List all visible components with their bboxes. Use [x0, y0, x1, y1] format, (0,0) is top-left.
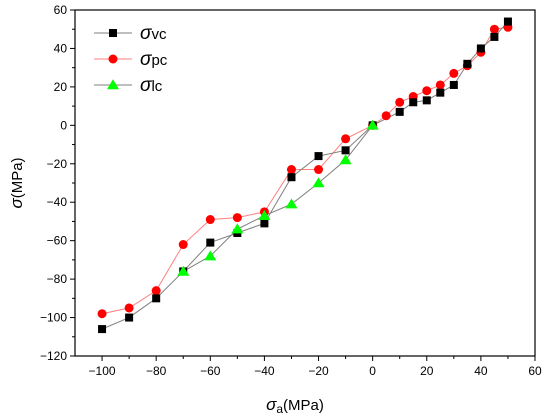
legend-marker-vc: [109, 29, 117, 37]
legend: σvc σpc σlc: [94, 23, 168, 96]
data-point-vc: [206, 238, 215, 247]
data-point-lc: [339, 154, 352, 165]
data-point-vc: [314, 152, 323, 161]
data-point-pc: [435, 80, 445, 90]
data-point-pc: [489, 24, 499, 34]
data-point-vc: [422, 96, 431, 105]
data-point-lc: [204, 250, 217, 261]
data-point-vc: [436, 88, 445, 97]
data-point-vc: [490, 32, 499, 41]
x-axis-title: σa(MPa): [266, 395, 324, 416]
data-point-pc: [286, 165, 296, 175]
y-tick-label: 0: [60, 118, 67, 132]
y-tick-label: 60: [54, 3, 68, 17]
data-point-pc: [178, 240, 188, 250]
data-point-vc: [125, 313, 134, 322]
data-point-pc: [124, 303, 134, 313]
data-point-pc: [97, 309, 107, 319]
data-point-vc: [395, 107, 404, 116]
y-tick-label: −20: [47, 157, 68, 171]
data-point-vc: [341, 146, 350, 155]
data-point-pc: [395, 97, 405, 107]
data-point-vc: [409, 98, 418, 107]
y-tick-label: 20: [54, 80, 68, 94]
x-tick-label: 0: [369, 364, 376, 378]
data-point-vc: [98, 325, 107, 334]
data-point-pc: [232, 213, 242, 223]
data-point-pc: [341, 134, 351, 144]
data-point-pc: [151, 286, 161, 296]
data-point-vc: [260, 219, 269, 228]
data-point-vc: [503, 17, 512, 26]
data-point-lc: [231, 223, 244, 234]
data-point-vc: [463, 59, 472, 68]
data-point-pc: [205, 215, 215, 225]
x-tick-label: −100: [89, 364, 116, 378]
x-tick-label: −20: [308, 364, 329, 378]
data-point-lc: [366, 119, 379, 130]
data-point-vc: [476, 44, 485, 53]
data-point-lc: [258, 209, 271, 220]
x-tick-label: −80: [146, 364, 167, 378]
x-tick-label: 40: [474, 364, 488, 378]
y-tick-label: −60: [47, 234, 68, 248]
data-point-lc: [177, 265, 190, 276]
y-tick-label: −100: [40, 311, 67, 325]
x-tick-label: −60: [200, 364, 221, 378]
data-point-vc: [449, 80, 458, 89]
legend-marker-lc: [107, 79, 119, 90]
data-point-pc: [314, 165, 324, 175]
x-tick-label: 20: [420, 364, 434, 378]
legend-marker-pc: [108, 54, 118, 64]
y-tick-label: −120: [40, 349, 67, 363]
data-point-vc: [287, 173, 296, 182]
y-tick-label: −40: [47, 195, 68, 209]
y-tick-label: −80: [47, 272, 68, 286]
data-point-pc: [381, 111, 391, 121]
axes: −100 −80 −60 −40 −20 0 20 40 60 −120 −100 −80 −60 −40…: [7, 3, 542, 416]
data-point-pc: [449, 68, 459, 78]
data-point-lc: [312, 177, 325, 188]
data-point-pc: [422, 86, 432, 96]
legend-label-pc: σpc: [140, 49, 168, 70]
data-point-lc: [285, 198, 298, 209]
data-point-vc: [152, 294, 161, 303]
legend-label-lc: σlc: [140, 75, 163, 96]
series-markers: [97, 17, 513, 334]
x-tick-label: 60: [528, 364, 542, 378]
series-line-pc: [101, 26, 509, 315]
x-tick-label: −40: [254, 364, 275, 378]
y-tick-label: 40: [54, 41, 68, 55]
legend-label-vc: σvc: [140, 23, 167, 44]
y-axis-title: σ(MPa): [7, 157, 26, 208]
